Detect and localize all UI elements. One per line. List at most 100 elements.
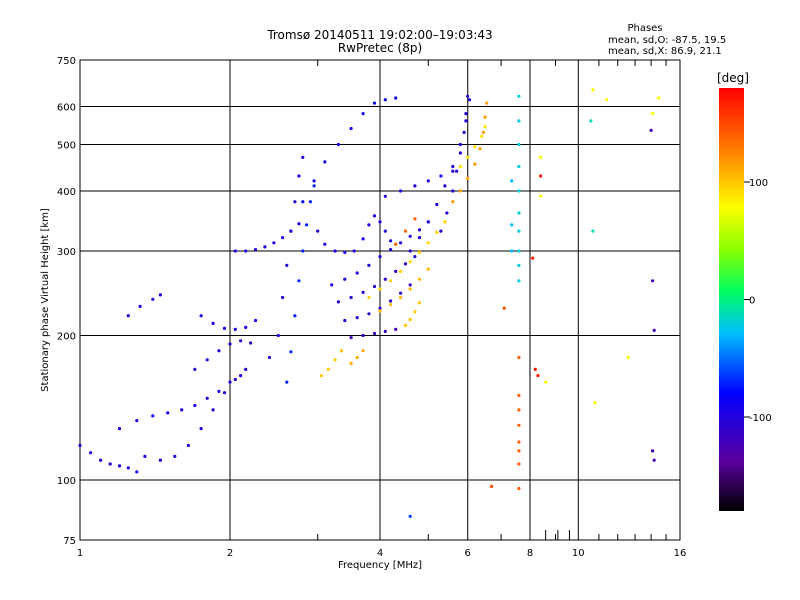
data-point-O xyxy=(464,119,468,123)
data-point-scattered xyxy=(544,380,548,384)
data-point-O xyxy=(135,470,139,474)
data-point-scattered xyxy=(517,408,521,412)
data-points xyxy=(78,88,661,519)
data-point-O xyxy=(297,174,301,178)
data-point-O xyxy=(293,314,297,318)
data-point-O xyxy=(233,327,237,331)
data-point-O xyxy=(78,443,82,448)
data-point-O xyxy=(126,314,130,318)
data-point-O xyxy=(383,329,387,333)
colorbar-tick-label: 100 xyxy=(749,178,768,189)
data-point-scattered xyxy=(517,94,521,98)
data-point-X xyxy=(361,349,365,353)
data-point-O xyxy=(99,458,103,462)
data-point-O xyxy=(445,211,449,215)
data-point-O xyxy=(361,333,365,338)
data-point-X xyxy=(319,374,323,378)
data-point-X xyxy=(355,355,359,360)
data-point-O xyxy=(349,295,353,300)
colorbar-tick-label: -100 xyxy=(749,413,772,424)
data-point-O xyxy=(151,297,155,301)
data-point-O xyxy=(394,327,398,331)
data-point-X xyxy=(403,323,408,327)
data-point-O xyxy=(439,229,443,233)
phases-line-x: mean, sd,X: 86.9, 21.1 xyxy=(608,46,722,57)
data-point-X xyxy=(458,189,462,193)
data-point-scattered xyxy=(517,189,521,193)
data-point-scattered xyxy=(517,279,521,283)
data-point-scattered xyxy=(539,155,543,159)
data-point-O xyxy=(267,355,272,360)
data-point-O xyxy=(336,142,340,147)
y-tick-label: 750 xyxy=(57,56,76,67)
data-point-O xyxy=(89,451,93,455)
data-point-O xyxy=(276,333,280,338)
data-point-scattered xyxy=(502,306,506,310)
colorbar-tick-label: 0 xyxy=(749,296,755,307)
data-point-O xyxy=(417,236,422,240)
data-point-O xyxy=(462,130,466,134)
data-point-O xyxy=(413,184,417,188)
data-point-X xyxy=(417,250,422,254)
data-point-O xyxy=(408,249,412,253)
data-point-scattered xyxy=(517,142,521,147)
data-point-O xyxy=(330,283,334,287)
data-point-O xyxy=(281,295,285,300)
data-point-O xyxy=(451,189,455,193)
data-point-O xyxy=(244,249,248,253)
data-point-O xyxy=(352,249,356,253)
data-point-O xyxy=(239,374,243,378)
data-point-scattered xyxy=(539,194,543,198)
data-point-O xyxy=(451,164,455,169)
data-point-O xyxy=(285,263,289,267)
data-point-O xyxy=(355,316,359,320)
x-tick-label: 6 xyxy=(465,548,471,559)
data-point-scattered xyxy=(510,179,514,183)
data-point-scattered xyxy=(517,211,521,215)
data-point-O xyxy=(464,112,468,116)
data-point-O xyxy=(108,462,112,466)
data-point-O xyxy=(372,284,377,289)
data-point-O xyxy=(301,155,305,159)
data-point-O xyxy=(394,269,398,273)
chart-subtitle: RwPretec (8p) xyxy=(338,41,422,55)
data-point-O xyxy=(233,249,237,253)
data-point-X xyxy=(408,317,412,322)
chart-title: Tromsø 20140511 19:02:00–19:03:43 xyxy=(266,28,492,42)
data-point-O xyxy=(367,312,371,316)
data-point-O xyxy=(383,229,387,233)
data-point-X xyxy=(408,260,412,264)
colorbar-label: [deg] xyxy=(717,71,749,85)
data-point-scattered xyxy=(517,449,521,453)
data-point-scattered xyxy=(591,229,595,233)
data-point-O xyxy=(244,325,248,329)
data-point-O xyxy=(367,263,371,267)
data-point-O xyxy=(305,223,309,227)
data-point-O xyxy=(355,271,359,275)
data-point-O xyxy=(389,248,393,252)
data-point-O xyxy=(426,179,430,183)
data-point-scattered xyxy=(536,374,540,378)
data-point-scattered xyxy=(517,249,521,253)
data-point-O xyxy=(151,414,155,418)
data-point-O xyxy=(263,245,267,249)
x-tick-label: 16 xyxy=(674,548,687,559)
data-point-O xyxy=(180,408,184,412)
data-point-X xyxy=(417,277,422,281)
y-tick-label: 600 xyxy=(57,103,76,114)
data-point-X xyxy=(485,101,489,105)
data-point-O xyxy=(394,96,398,100)
data-point-O xyxy=(466,94,470,98)
data-point-scattered xyxy=(626,355,630,360)
data-point-X xyxy=(443,220,447,224)
data-point-X xyxy=(435,230,439,234)
data-point-O xyxy=(301,200,305,204)
data-point-O xyxy=(249,341,253,345)
axis-ticks: 1 2 4 6 8 10 16 75 100 200 300 400 500 600 750 xyxy=(57,56,686,559)
data-point-scattered xyxy=(589,119,593,123)
data-point-O xyxy=(451,169,455,173)
data-point-scattered xyxy=(651,279,655,283)
data-point-O xyxy=(361,237,365,241)
data-point-X xyxy=(408,287,412,291)
x-tick-label: 8 xyxy=(527,548,533,559)
